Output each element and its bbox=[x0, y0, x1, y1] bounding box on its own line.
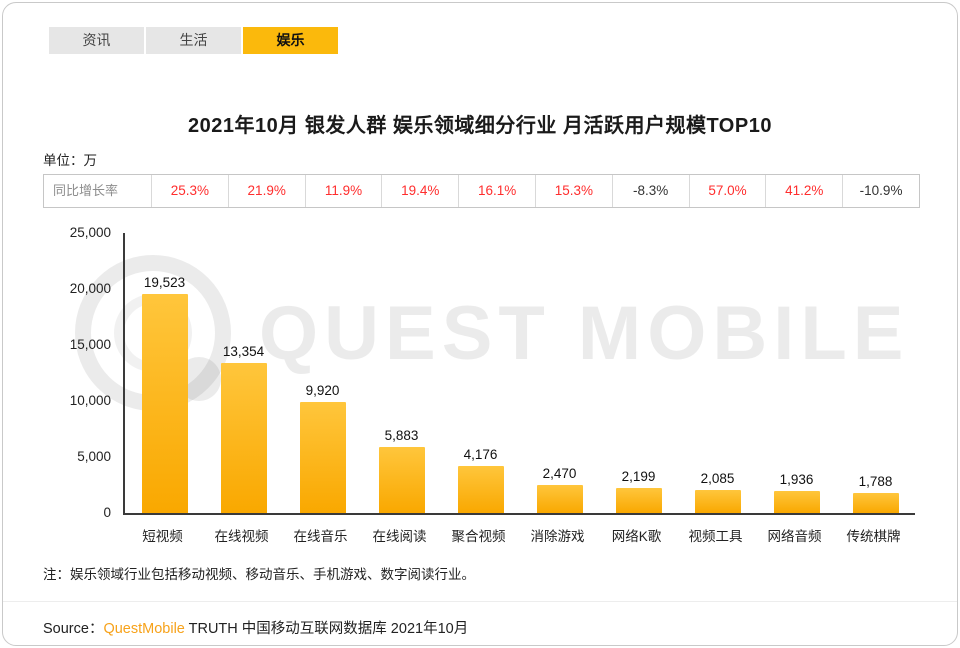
y-axis-tick-label: 15,000 bbox=[69, 337, 111, 352]
x-axis-label: 网络K歌 bbox=[611, 529, 662, 544]
y-axis-tick-label: 5,000 bbox=[77, 449, 111, 464]
bar-column: 4,176 bbox=[441, 233, 520, 513]
x-axis-labels: 短视频 在线视频 在线音乐 在线阅读 聚合视频 消除游戏 网络K歌 视频工具 网络音频 传统棋牌 bbox=[123, 525, 913, 545]
bar-value-label: 19,523 bbox=[143, 275, 186, 290]
bar-column: 19,523 bbox=[125, 233, 204, 513]
footnote: 注：娱乐领域行业包括移动视频、移动音乐、手机游戏、数字阅读行业。 bbox=[43, 567, 475, 582]
x-axis-label: 视频工具 bbox=[688, 529, 743, 544]
bar-value-label: 5,883 bbox=[384, 428, 419, 443]
tab-entertainment[interactable]: 娱乐 bbox=[243, 27, 338, 54]
yoy-growth-value: 11.9% bbox=[304, 175, 382, 207]
x-axis-label: 短视频 bbox=[142, 529, 183, 544]
bar bbox=[773, 491, 820, 513]
x-axis-label: 在线音乐 bbox=[293, 529, 348, 544]
bar bbox=[220, 363, 267, 513]
x-axis-label: 在线阅读 bbox=[372, 529, 427, 544]
y-axis-tick-label: 20,000 bbox=[69, 281, 111, 296]
bar-column: 9,920 bbox=[283, 233, 362, 513]
x-axis-label: 消除游戏 bbox=[530, 529, 585, 544]
bar-value-label: 2,470 bbox=[542, 466, 577, 481]
x-axis-label: 网络音频 bbox=[767, 529, 822, 544]
yoy-growth-value: 16.1% bbox=[458, 175, 535, 207]
yoy-growth-value: 41.2% bbox=[765, 175, 842, 207]
bar bbox=[299, 402, 346, 513]
tab-life[interactable]: 生活 bbox=[146, 27, 241, 54]
y-axis: 25,000 20,000 15,000 10,000 5,000 0 bbox=[43, 225, 123, 520]
bar-value-label: 1,788 bbox=[858, 474, 893, 489]
bar bbox=[615, 488, 662, 513]
y-axis-tick-label: 10,000 bbox=[69, 393, 111, 408]
source-brand: QuestMobile bbox=[103, 621, 185, 637]
source-prefix: Source： bbox=[43, 621, 104, 637]
yoy-growth-row-label: 同比增长率 bbox=[53, 183, 119, 198]
bar-chart: QUEST MOBILE 25,000 20,000 15,000 10,000 5,0… bbox=[43, 225, 921, 555]
bar-column: 2,470 bbox=[520, 233, 599, 513]
bar-value-label: 13,354 bbox=[222, 344, 265, 359]
bar-value-label: 2,199 bbox=[621, 469, 656, 484]
yoy-growth-value: 19.4% bbox=[381, 175, 458, 207]
source-suffix: TRUTH 中国移动互联网数据库 2021年10月 bbox=[184, 621, 469, 637]
bar-column: 1,936 bbox=[757, 233, 836, 513]
bar-column: 5,883 bbox=[362, 233, 441, 513]
bar bbox=[694, 490, 741, 513]
bar-value-label: 9,920 bbox=[305, 383, 340, 398]
bar-column: 13,354 bbox=[204, 233, 283, 513]
source-line: Source：QuestMobile TRUTH 中国移动互联网数据库 2021… bbox=[3, 601, 957, 638]
yoy-growth-value: -10.9% bbox=[842, 175, 919, 207]
yoy-growth-value: -8.3% bbox=[611, 175, 689, 207]
bar bbox=[378, 447, 425, 513]
bar-value-label: 4,176 bbox=[463, 447, 498, 462]
tab-news[interactable]: 资讯 bbox=[49, 27, 144, 54]
bar bbox=[141, 294, 188, 513]
bar-column: 2,085 bbox=[678, 233, 757, 513]
yoy-growth-value: 15.3% bbox=[534, 175, 612, 207]
x-axis-label: 聚合视频 bbox=[451, 529, 506, 544]
bar bbox=[852, 493, 899, 513]
bar bbox=[536, 485, 583, 513]
bar-value-label: 2,085 bbox=[700, 471, 735, 486]
y-axis-tick-label: 0 bbox=[103, 505, 111, 520]
bar-value-label: 1,936 bbox=[779, 472, 814, 487]
unit-label: 单位：万 bbox=[43, 153, 97, 168]
yoy-growth-value: 57.0% bbox=[688, 175, 766, 207]
x-axis-label: 在线视频 bbox=[214, 529, 269, 544]
category-tabs: 资讯 生活 娱乐 bbox=[49, 27, 338, 54]
bar bbox=[457, 466, 504, 513]
bar-column: 1,788 bbox=[836, 233, 915, 513]
yoy-growth-table: 同比增长率 25.3% 21.9% 11.9% 19.4% 16.1% 15.3% -8.3… bbox=[43, 174, 920, 208]
x-axis-label: 传统棋牌 bbox=[846, 529, 901, 544]
plot-area: 19,523 13,354 9,920 5,883 4,176 2,470 2,199 2,0… bbox=[123, 233, 915, 515]
y-axis-tick-label: 25,000 bbox=[69, 225, 111, 240]
yoy-growth-value: 25.3% bbox=[151, 175, 228, 207]
bar-column: 2,199 bbox=[599, 233, 678, 513]
yoy-growth-value: 21.9% bbox=[227, 175, 305, 207]
chart-title: 2021年10月 银发人群 娱乐领域细分行业 月活跃用户规模TOP10 bbox=[188, 115, 772, 137]
